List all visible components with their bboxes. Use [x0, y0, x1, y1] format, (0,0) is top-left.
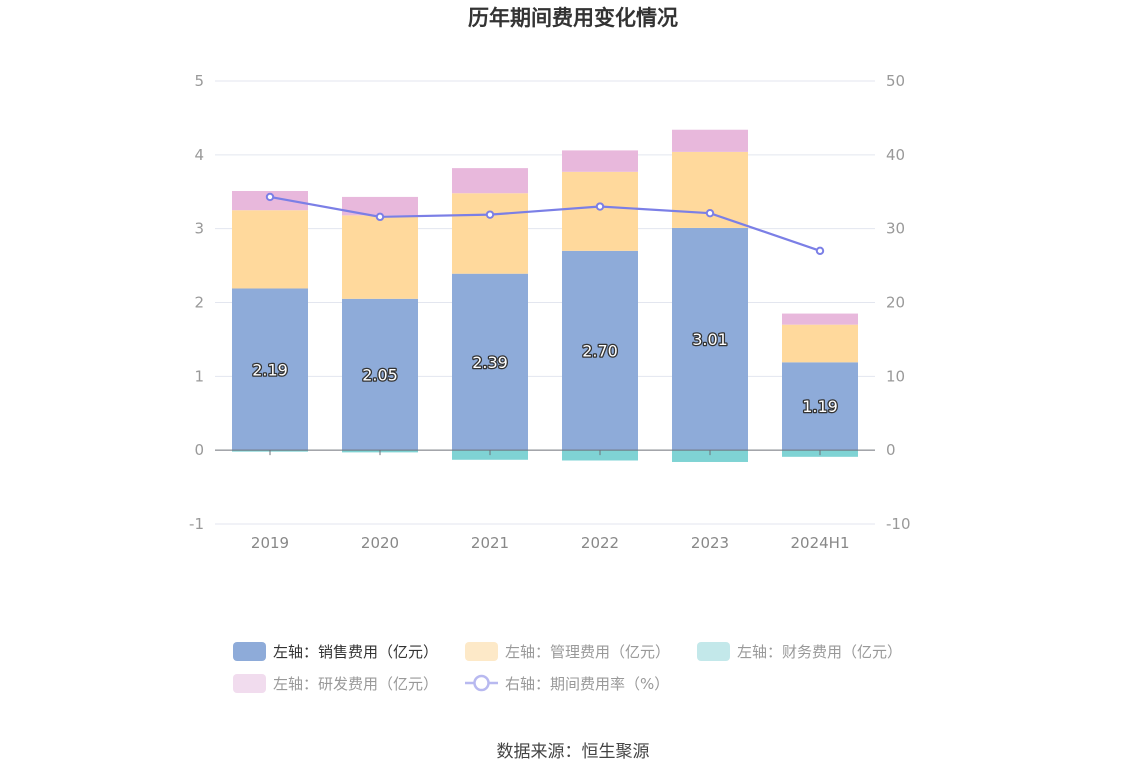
x-axis-ticks: 2019 2020 2021 2022 2023 2024H1 [251, 534, 850, 552]
chart-title: 历年期间费用变化情况 [468, 6, 678, 30]
sales-value-label: 2.39 [472, 353, 508, 372]
legend[interactable]: 左轴：销售费用（亿元） 左轴：管理费用（亿元） 左轴：财务费用（亿元） 左轴：研发费用… [233, 642, 902, 693]
bar-sales-2024h1 [782, 362, 858, 451]
right-tick-label: 50 [886, 72, 905, 90]
bar-admin-2021 [452, 193, 528, 274]
sales-value-label: 2.05 [362, 365, 398, 384]
legend-swatch [465, 642, 498, 661]
sales-value-label: 3.01 [692, 330, 728, 349]
bar-sales-2020 [342, 298, 418, 451]
legend-item-finance[interactable]: 左轴：财务费用（亿元） [697, 642, 902, 661]
bar-admin-2024h1 [782, 324, 858, 363]
left-tick-label: 2 [194, 294, 204, 312]
bar-sales-2023 [672, 227, 748, 451]
bar-sales-2019 [232, 288, 308, 451]
legend-label: 左轴：销售费用（亿元） [273, 643, 438, 661]
bar-sales-2021 [452, 273, 528, 451]
rate-point-2022 [595, 202, 605, 211]
sales-value-label: 2.70 [582, 341, 618, 360]
bar-rnd-2023 [672, 129, 748, 152]
legend-item-sales[interactable]: 左轴：销售费用（亿元） [233, 642, 438, 661]
right-tick-label: 30 [886, 220, 905, 238]
right-tick-label: 10 [886, 367, 905, 385]
legend-label: 左轴：财务费用（亿元） [737, 643, 902, 661]
legend-label: 右轴：期间费用率（%） [505, 675, 669, 693]
x-axis-line [215, 449, 875, 456]
left-axis-ticks: -1 0 1 2 3 4 5 [189, 72, 204, 533]
x-tick-label: 2022 [581, 534, 619, 552]
legend-swatch [233, 674, 266, 693]
left-tick-label: 4 [194, 146, 204, 164]
rate-point-2020 [375, 212, 385, 222]
rate-point-2023 [705, 208, 715, 218]
x-tick-label: 2023 [691, 534, 729, 552]
x-tick-label: 2020 [361, 534, 399, 552]
left-tick-label: -1 [189, 515, 204, 533]
bar-data-labels: 2.19 2.05 2.39 2.70 3.01 1.19 [251, 329, 839, 418]
right-tick-label: 0 [886, 441, 896, 459]
bar-admin-2020 [342, 215, 418, 299]
left-tick-label: 3 [194, 220, 204, 238]
bar-rnd-2021 [452, 168, 528, 194]
legend-label: 左轴：研发费用（亿元） [273, 675, 438, 693]
x-tick-label: 2021 [471, 534, 509, 552]
legend-item-rnd[interactable]: 左轴：研发费用（亿元） [233, 674, 438, 693]
bar-admin-2022 [562, 171, 638, 251]
x-tick-label: 2024H1 [791, 534, 850, 552]
legend-swatch [697, 642, 730, 661]
rate-point-2024h1 [815, 246, 825, 256]
grid-lines [215, 80, 875, 525]
right-tick-label: 40 [886, 146, 905, 164]
right-tick-label: -10 [886, 515, 911, 533]
legend-label: 左轴：管理费用（亿元） [505, 643, 670, 661]
right-tick-label: 20 [886, 294, 905, 312]
bar-rnd-2024h1 [782, 313, 858, 325]
left-tick-label: 5 [194, 72, 204, 90]
rate-line [269, 195, 821, 252]
right-axis-ticks: -10 0 10 20 30 40 50 [886, 72, 911, 533]
sales-value-label: 1.19 [802, 397, 838, 416]
legend-swatch [233, 642, 266, 661]
bar-series [232, 129, 858, 462]
left-tick-label: 0 [194, 441, 204, 459]
legend-item-rate[interactable]: 右轴：期间费用率（%） [465, 674, 669, 693]
rate-point-2021 [485, 210, 495, 219]
legend-marker-swatch [473, 674, 490, 692]
left-tick-label: 1 [194, 367, 204, 385]
x-tick-label: 2019 [251, 534, 289, 552]
bar-sales-2022 [562, 250, 638, 451]
bar-finance-2022 [562, 450, 638, 461]
rate-point-2019 [265, 192, 275, 202]
rate-line-series [265, 192, 825, 256]
source-note: 数据来源：恒生聚源 [497, 742, 650, 762]
sales-value-label: 2.19 [252, 360, 288, 379]
bar-admin-2019 [232, 210, 308, 289]
bar-finance-2023 [672, 450, 748, 462]
bar-rnd-2020 [342, 196, 418, 216]
bar-rnd-2022 [562, 150, 638, 172]
legend-item-admin[interactable]: 左轴：管理费用（亿元） [465, 642, 670, 661]
